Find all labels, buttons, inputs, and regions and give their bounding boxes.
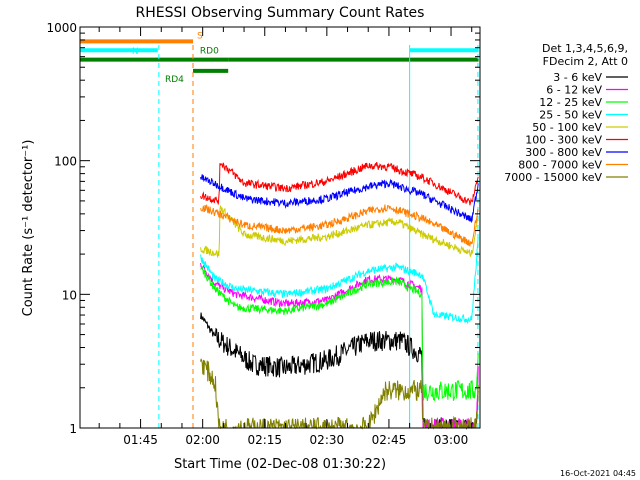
series-line-50-100-kev	[200, 205, 479, 259]
legend-label-12-25-kev: 12 - 25 keV	[539, 96, 602, 109]
legend-label-100-300-kev: 100 - 300 keV	[525, 134, 602, 147]
legend-label-7000-15000-kev: 7000 - 15000 keV	[504, 171, 602, 184]
legend-label-50-100-kev: 50 - 100 keV	[532, 121, 602, 134]
plot-frame	[79, 26, 481, 429]
flag-label-s: S	[197, 31, 203, 41]
series-layer	[200, 161, 479, 430]
series-line-100-300-kev	[200, 161, 479, 206]
y-tick-label: 1000	[46, 21, 77, 35]
y-tick-label: 100	[54, 155, 77, 169]
x-tick-label: 02:45	[372, 433, 407, 447]
series-line-6-12-kev	[200, 262, 479, 430]
flag-label-n: N	[132, 47, 139, 57]
legend-header-line-1: Det 1,3,4,5,6,9,	[542, 42, 628, 55]
legend-label-800-7000-kev: 800 - 7000 keV	[518, 159, 602, 172]
timestamp: 16-Oct-2021 04:45	[560, 469, 636, 478]
legend: Det 1,3,4,5,6,9, FDecim 2, Att 0 3 - 6 k…	[504, 42, 628, 184]
x-tick-label: 01:45	[123, 433, 158, 447]
legend-label-300-800-kev: 300 - 800 keV	[525, 146, 602, 159]
legend-label-25-50-kev: 25 - 50 keV	[539, 109, 602, 122]
x-axis: 01:45 02:00 02:15 02:30 02:45 03:00	[98, 27, 473, 447]
series-line-12-25-kev	[200, 265, 479, 401]
series-line-25-50-kev	[200, 237, 479, 325]
chart-title: RHESSI Observing Summary Count Rates	[136, 5, 425, 21]
series-line-800-7000-kev	[200, 203, 479, 248]
flag-label-rd4: RD4	[165, 75, 184, 85]
x-tick-label: 02:15	[247, 433, 282, 447]
flag-layer: S N RD0 RD4	[80, 31, 479, 85]
legend-header-line-2: FDecim 2, Att 0	[543, 55, 628, 68]
y-tick-label: 10	[62, 288, 77, 302]
x-tick-label: 02:30	[310, 433, 345, 447]
y-axis-label: Count Rate (s⁻¹ detector⁻¹)	[21, 140, 36, 317]
x-axis-label: Start Time (02-Dec-08 01:30:22)	[174, 457, 386, 472]
series-line-3-6-kev	[200, 312, 479, 430]
series-line-300-800-kev	[200, 174, 479, 224]
legend-label-6-12-kev: 6 - 12 keV	[546, 84, 602, 97]
x-tick-label: 02:00	[185, 433, 220, 447]
y-axis: 1 10 100 1000	[46, 21, 480, 436]
flag-label-rd0: RD0	[200, 47, 219, 57]
legend-label-3-6-kev: 3 - 6 keV	[553, 71, 602, 84]
x-tick-label: 03:00	[434, 433, 469, 447]
y-tick-label: 1	[69, 422, 77, 436]
